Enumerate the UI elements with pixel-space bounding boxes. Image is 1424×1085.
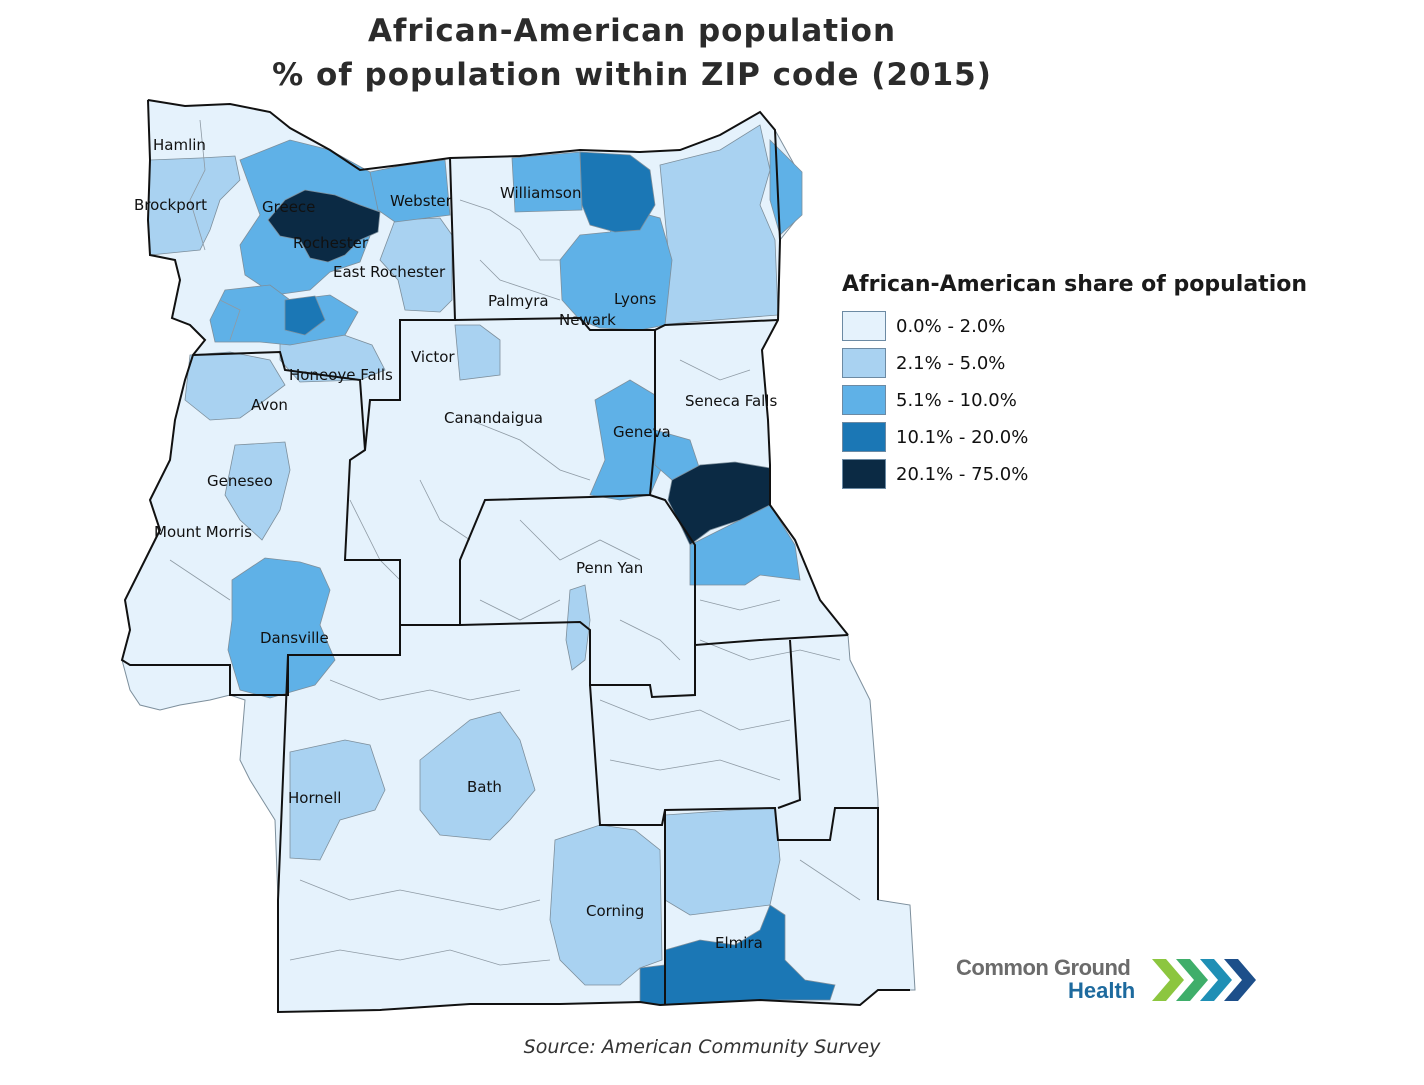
county-boundaries bbox=[120, 99, 910, 1014]
map-title: African-American population bbox=[367, 13, 897, 49]
label-geneva: Geneva bbox=[613, 423, 671, 441]
region-geneseo bbox=[224, 441, 291, 541]
legend-label: 10.1% - 20.0% bbox=[896, 426, 1029, 448]
chevron-icon bbox=[1176, 959, 1208, 1001]
label-honeoye-falls: Honeoye Falls bbox=[289, 366, 393, 384]
legend-swatch bbox=[842, 348, 886, 378]
label-avon: Avon bbox=[251, 396, 288, 414]
label-east-rochester: East Rochester bbox=[333, 263, 446, 281]
region-sodus bbox=[579, 151, 656, 233]
label-rochester: Rochester bbox=[293, 234, 369, 252]
region-victor-north bbox=[454, 324, 501, 381]
label-hamlin: Hamlin bbox=[153, 136, 206, 154]
place-labels: Hamlin Brockport Greece Webster Williams… bbox=[134, 136, 777, 952]
label-brockport: Brockport bbox=[134, 196, 207, 214]
legend-swatch bbox=[842, 385, 886, 415]
region-hornell bbox=[289, 739, 386, 861]
label-corning: Corning bbox=[586, 902, 644, 920]
legend-label: 5.1% - 10.0% bbox=[896, 389, 1017, 411]
label-mount-morris: Mount Morris bbox=[154, 523, 252, 541]
logo-text-line2: Health bbox=[1068, 978, 1136, 1003]
legend-item: 20.1% - 75.0% bbox=[842, 459, 1307, 489]
region-rochester bbox=[267, 189, 381, 263]
label-webster: Webster bbox=[390, 192, 453, 210]
label-canandaigua: Canandaigua bbox=[444, 409, 543, 427]
region-webster bbox=[369, 159, 451, 223]
label-lyons: Lyons bbox=[614, 290, 657, 308]
legend-item: 2.1% - 5.0% bbox=[842, 348, 1307, 378]
legend-swatch bbox=[842, 422, 886, 452]
region-rochester-south bbox=[284, 295, 326, 336]
label-victor: Victor bbox=[411, 348, 455, 366]
chevron-icon bbox=[1152, 959, 1184, 1001]
region-elmira-north bbox=[664, 807, 781, 916]
zip-boundaries bbox=[169, 119, 861, 966]
legend-label: 20.1% - 75.0% bbox=[896, 463, 1029, 485]
region-elmira-west bbox=[639, 964, 666, 1006]
region-gates bbox=[209, 284, 359, 346]
region-geneva bbox=[589, 379, 666, 501]
label-elmira: Elmira bbox=[715, 934, 763, 952]
label-dansville: Dansville bbox=[260, 629, 329, 647]
source-note: Source: American Community Survey bbox=[523, 1036, 881, 1058]
label-greece: Greece bbox=[262, 198, 315, 216]
label-hornell: Hornell bbox=[288, 789, 341, 807]
map-subtitle: % of population within ZIP code (2015) bbox=[272, 57, 992, 93]
legend-title: African-American share of population bbox=[842, 272, 1308, 297]
zip-regions bbox=[121, 99, 916, 1013]
label-bath: Bath bbox=[467, 778, 502, 796]
label-seneca-falls: Seneca Falls bbox=[685, 392, 777, 410]
label-palmyra: Palmyra bbox=[488, 292, 549, 310]
legend-item: 0.0% - 2.0% bbox=[842, 311, 1307, 341]
legend: African-American share of population 0.0… bbox=[842, 272, 1307, 496]
chevron-icon bbox=[1200, 959, 1232, 1001]
label-penn-yan: Penn Yan bbox=[576, 559, 643, 577]
legend-item: 10.1% - 20.0% bbox=[842, 422, 1307, 452]
label-geneseo: Geneseo bbox=[207, 472, 273, 490]
region-williamson bbox=[511, 151, 583, 213]
region-avon bbox=[184, 351, 286, 421]
legend-swatch bbox=[842, 311, 886, 341]
legend-label: 0.0% - 2.0% bbox=[896, 315, 1006, 337]
region-keuka bbox=[565, 584, 591, 671]
region-east-rochester bbox=[379, 217, 453, 313]
logo-text-line1: Common Ground bbox=[956, 955, 1131, 980]
label-newark: Newark bbox=[559, 311, 616, 329]
legend-label: 2.1% - 5.0% bbox=[896, 352, 1006, 374]
region-bath bbox=[419, 711, 536, 841]
common-ground-health-logo: Common Ground Health bbox=[956, 955, 1266, 1005]
chevron-arrows-icon bbox=[1152, 959, 1256, 1001]
region-lyons bbox=[559, 209, 673, 331]
legend-item: 5.1% - 10.0% bbox=[842, 385, 1307, 415]
legend-swatch bbox=[842, 459, 886, 489]
region-dansville bbox=[227, 557, 336, 699]
chevron-icon bbox=[1224, 959, 1256, 1001]
label-williamson: Williamson bbox=[500, 184, 581, 202]
